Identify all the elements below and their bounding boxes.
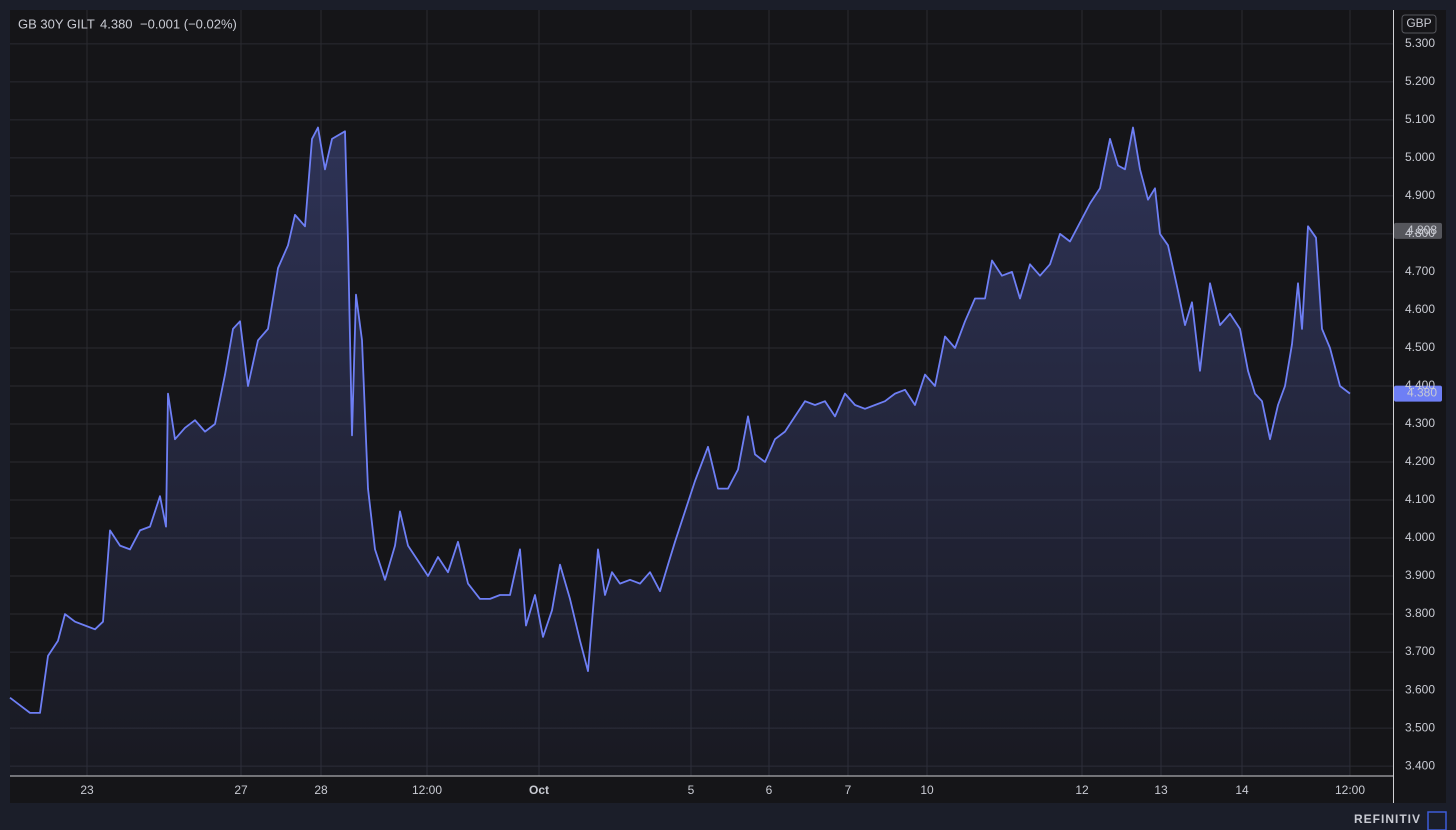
source-label: REFINITIV: [1354, 812, 1421, 826]
y-tick-label: 5.100: [1405, 112, 1435, 126]
x-tick-label: 27: [234, 783, 248, 797]
x-tick-label: 6: [766, 783, 773, 797]
y-tick-label: 4.400: [1405, 378, 1435, 392]
y-tick-label: 4.900: [1405, 188, 1435, 202]
last-price-tag: [1394, 385, 1442, 402]
y-tick-label: 4.500: [1405, 340, 1435, 354]
source-logo-box: [1427, 811, 1447, 830]
y-tick-label: 4.800: [1405, 226, 1435, 240]
x-tick-label: 28: [314, 783, 328, 797]
last-price-label: 4.380: [1407, 386, 1437, 400]
last-price: 4.380: [100, 16, 133, 31]
y-tick-label: 4.200: [1405, 454, 1435, 468]
y-tick-label: 4.100: [1405, 492, 1435, 506]
y-tick-label: 5.300: [1405, 36, 1435, 50]
x-tick-label: 5: [688, 783, 695, 797]
marker-price-tag: [1394, 222, 1442, 239]
y-tick-label: 3.800: [1405, 606, 1435, 620]
x-tick-label: 23: [80, 783, 94, 797]
x-tick-label: 13: [1154, 783, 1168, 797]
y-tick-label: 4.600: [1405, 302, 1435, 316]
x-tick-label: 14: [1235, 783, 1249, 797]
x-tick-label: 12:00: [412, 783, 442, 797]
y-tick-label: 4.000: [1405, 530, 1435, 544]
marker-price-label: 4.808: [1407, 223, 1437, 237]
y-tick-label: 3.900: [1405, 568, 1435, 582]
y-tick-label: 4.700: [1405, 264, 1435, 278]
y-tick-label: 3.400: [1405, 758, 1435, 772]
y-tick-label: 3.600: [1405, 682, 1435, 696]
price-area: [10, 127, 1350, 776]
price-line: [9, 126, 1351, 714]
x-tick-label: 12: [1075, 783, 1089, 797]
instrument-name: GB 30Y GILT: [18, 16, 95, 31]
x-tick-label: 7: [845, 783, 852, 797]
price-change: −0.001 (−0.02%): [140, 16, 237, 31]
y-tick-label: 3.500: [1405, 720, 1435, 734]
currency: GBP: [1406, 16, 1431, 30]
y-tick-label: 3.700: [1405, 644, 1435, 658]
y-tick-label: 5.200: [1405, 74, 1435, 88]
x-tick-label: 10: [920, 783, 934, 797]
x-tick-label: 12:00: [1335, 783, 1365, 797]
y-tick-label: 4.300: [1405, 416, 1435, 430]
y-tick-label: 5.000: [1405, 150, 1435, 164]
currency-badge: [1401, 14, 1437, 34]
x-tick-label: Oct: [529, 783, 549, 797]
